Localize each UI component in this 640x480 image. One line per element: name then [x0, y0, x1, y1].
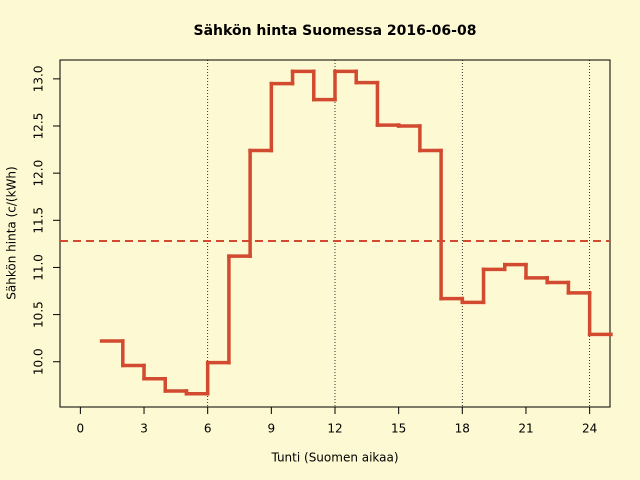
y-axis-title: Sähkön hinta (c/(kWh) [5, 166, 19, 299]
y-tick-label: 11.0 [32, 254, 46, 281]
y-tick-label: 12.0 [32, 160, 46, 187]
x-tick-label: 3 [140, 422, 148, 436]
y-tick-label: 11.5 [32, 207, 46, 234]
chart-title: Sähkön hinta Suomessa 2016-06-08 [194, 23, 477, 39]
x-tick-label: 0 [77, 422, 85, 436]
y-tick-label: 12.5 [32, 113, 46, 140]
x-tick-label: 18 [455, 422, 470, 436]
x-tick-label: 21 [518, 422, 533, 436]
y-tick-label: 13.0 [32, 65, 46, 92]
x-axis-title: Tunti (Suomen aikaa) [270, 451, 398, 465]
x-tick-label: 6 [204, 422, 212, 436]
x-tick-label: 9 [268, 422, 276, 436]
y-tick-label: 10.0 [32, 348, 46, 375]
x-tick-label: 15 [391, 422, 406, 436]
y-tick-label: 10.5 [32, 301, 46, 328]
x-tick-label: 12 [327, 422, 342, 436]
x-tick-label: 24 [582, 422, 597, 436]
